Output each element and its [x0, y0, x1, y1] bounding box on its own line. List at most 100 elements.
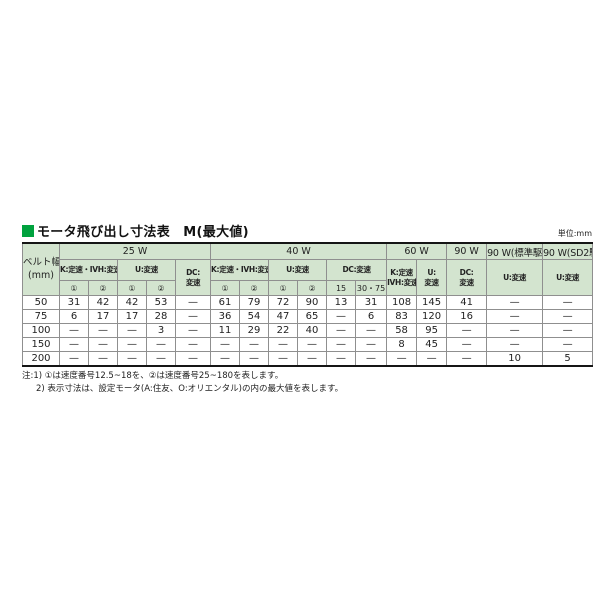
group-40w: 40 W [210, 242, 388, 260]
data-cell: — [297, 351, 328, 367]
data-cell: 120 [416, 309, 448, 324]
speed-circle-1: ① [59, 280, 89, 296]
subheader-90w-sd2-u: U:変速 [542, 259, 594, 296]
dc90-label-line1: DC: [459, 268, 474, 278]
footnotes: 注:1) ①は速度番号12.5~18を、②は速度番号25~180を表します。 2… [22, 370, 592, 396]
group-60w: 60 W [386, 242, 448, 260]
speed-circle-2: ② [146, 280, 176, 296]
data-cell: 45 [416, 337, 448, 352]
data-cell: 6 [59, 309, 89, 324]
u60-label-line1: U: [427, 268, 436, 278]
data-cell: — [355, 337, 388, 352]
dc-30-75-header: 30・75 [355, 280, 388, 296]
table-row: 100 — — — 3 — 11 29 22 40 — — 58 95 — — [22, 323, 594, 338]
belt-width-value: 50 [22, 295, 60, 310]
data-cell: — [210, 337, 241, 352]
data-cell: 3 [146, 323, 176, 338]
data-cell: — [542, 309, 594, 324]
belt-width-value: 75 [22, 309, 60, 324]
data-cell: — [446, 351, 488, 367]
data-cell: 40 [297, 323, 328, 338]
data-cell: 83 [386, 309, 418, 324]
subheader-40w-u: U:変速 [268, 259, 328, 281]
group-90w: 90 W [446, 242, 488, 260]
subheader-40w-dc: DC:変速 [326, 259, 388, 281]
data-cell: 42 [88, 295, 118, 310]
data-cell: — [486, 337, 544, 352]
data-cell: — [486, 309, 544, 324]
data-cell: — [268, 351, 299, 367]
speed-circle-2: ② [297, 280, 328, 296]
data-cell: — [59, 351, 89, 367]
data-cell: 28 [146, 309, 176, 324]
table-row: 200 — — — — — — — — — — — — — — 10 5 [22, 351, 594, 367]
data-cell: 10 [486, 351, 544, 367]
data-cell: — [239, 337, 270, 352]
subheader-25w-dc: DC: 変速 [174, 259, 212, 296]
dc-15-header: 15 [326, 280, 357, 296]
data-cell: — [386, 351, 418, 367]
speed-circle-1: ① [210, 280, 241, 296]
speed-circle-1: ① [268, 280, 299, 296]
data-cell: — [542, 337, 594, 352]
data-cell: 72 [268, 295, 299, 310]
data-cell: — [88, 323, 118, 338]
data-cell: 42 [117, 295, 147, 310]
data-cell: — [174, 323, 212, 338]
data-cell: — [542, 295, 594, 310]
data-cell: 36 [210, 309, 241, 324]
group-90w-standard-vt: 90 W(標準駆動・VT) [486, 242, 544, 260]
table-row: 150 — — — — — — — — — — — 8 45 — — — [22, 337, 594, 352]
subheader-25w-k-ivh: K:定速・IVH:変速 [59, 259, 118, 281]
data-cell: — [326, 323, 357, 338]
motor-dimension-table: ベルト幅 (mm) 25 W 40 W 60 W 90 W 90 W(標準駆動・… [22, 242, 594, 367]
data-cell: 61 [210, 295, 241, 310]
subheader-25w-u: U:変速 [117, 259, 176, 281]
belt-width-header-line1: ベルト幅 [23, 257, 60, 269]
table-row: 50 31 42 42 53 — 61 79 72 90 13 31 108 1… [22, 295, 594, 310]
belt-width-header-line2: (mm) [28, 269, 54, 281]
data-cell: — [326, 337, 357, 352]
data-cell: — [355, 351, 388, 367]
subheader-60w-u: U: 変速 [416, 259, 448, 296]
data-cell: — [297, 337, 328, 352]
k60-label-line1: K:定速 [390, 268, 413, 278]
data-cell: 58 [386, 323, 418, 338]
data-cell: — [88, 337, 118, 352]
data-cell: — [446, 337, 488, 352]
subheader-40w-k-ivh: K:定速・IVH:変速 [210, 259, 270, 281]
data-cell: — [59, 337, 89, 352]
belt-width-value: 100 [22, 323, 60, 338]
data-cell: — [146, 351, 176, 367]
data-cell: 31 [355, 295, 388, 310]
data-cell: — [355, 323, 388, 338]
dc-label-line2: 変速 [185, 277, 201, 287]
data-cell: — [174, 351, 212, 367]
u60-label-line2: 変速 [424, 277, 439, 287]
data-cell: 108 [386, 295, 418, 310]
data-cell: 29 [239, 323, 270, 338]
data-cell: 17 [88, 309, 118, 324]
content-block: モータ飛び出し寸法表 M(最大値) 単位:mm ベルト幅 (mm) 25 W [22, 221, 594, 396]
data-cell: — [326, 351, 357, 367]
data-cell: 13 [326, 295, 357, 310]
group-90w-sd2-vt: 90 W(SD2駆動・VT) [542, 242, 594, 260]
data-cell: 16 [446, 309, 488, 324]
data-cell: — [146, 337, 176, 352]
belt-width-value: 200 [22, 351, 60, 367]
data-cell: 31 [59, 295, 89, 310]
data-cell: 8 [386, 337, 418, 352]
footnote-2: 2) 表示寸法は、設定モータ(A:住友、O:オリエンタル)の内の最大値を表します… [36, 384, 344, 395]
data-cell: — [326, 309, 357, 324]
data-cell: 11 [210, 323, 241, 338]
subheader-row: K:定速・IVH:変速 U:変速 DC: 変速 K:定速・IVH:変速 U:変速… [23, 259, 594, 296]
belt-width-value: 150 [22, 337, 60, 352]
page-title: モータ飛び出し寸法表 M(最大値) [37, 225, 249, 240]
title-left: モータ飛び出し寸法表 M(最大値) [22, 221, 249, 240]
data-cell: 41 [446, 295, 488, 310]
data-cell: — [117, 323, 147, 338]
subheader-90w-dc: DC: 変速 [446, 259, 488, 296]
k60-label-line2: IVH:変速 [387, 277, 417, 287]
subheader-90w-standard-u: U:変速 [486, 259, 544, 296]
data-cell: 145 [416, 295, 448, 310]
